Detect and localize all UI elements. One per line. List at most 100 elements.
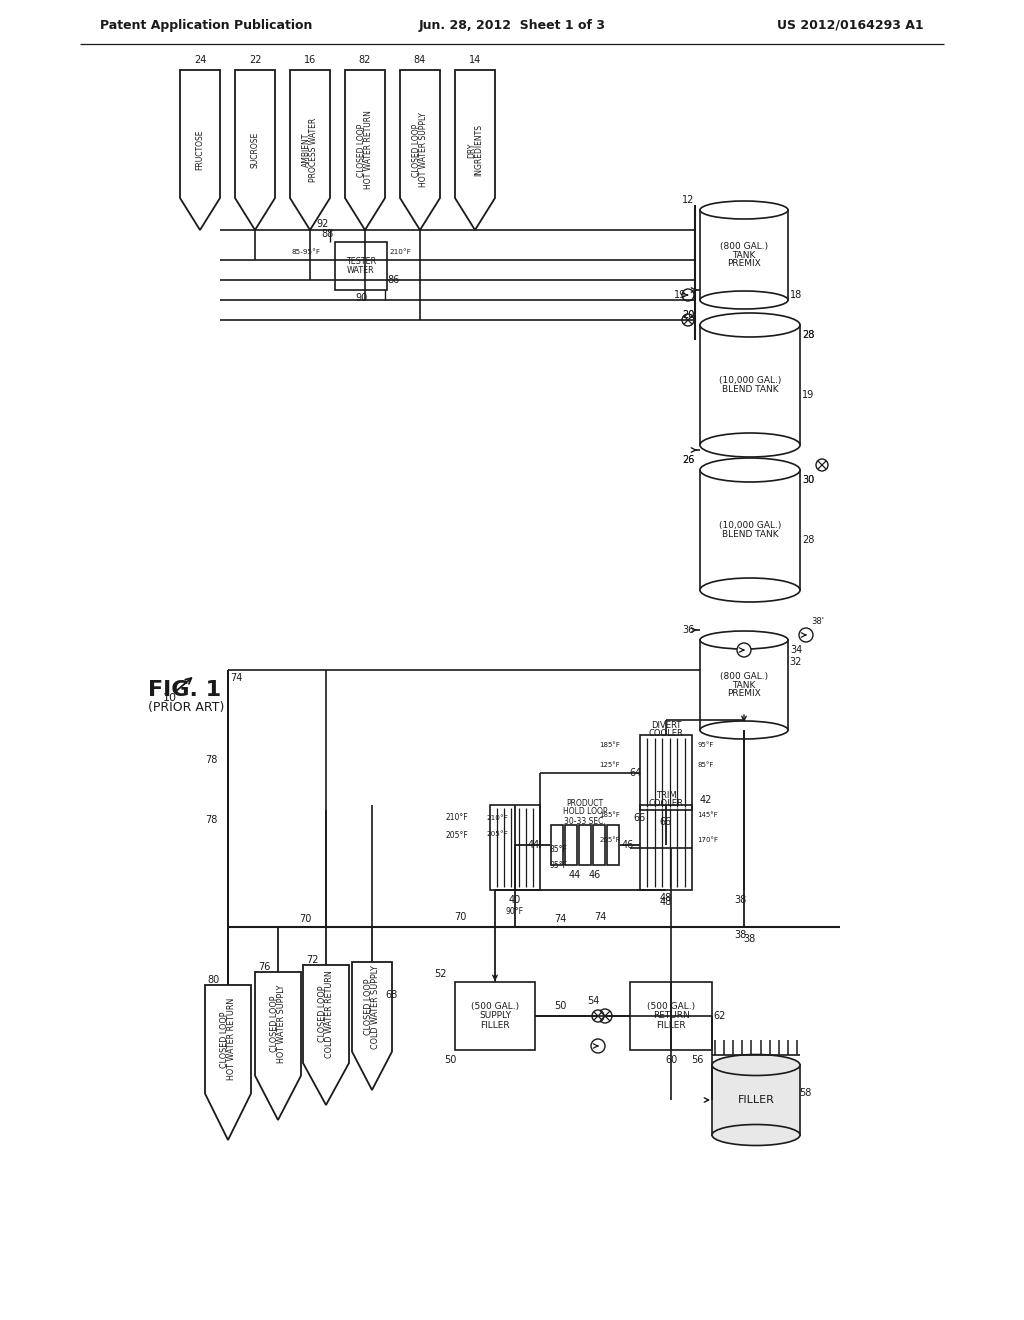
Text: 85°F: 85°F bbox=[697, 762, 714, 768]
Text: PREMIX: PREMIX bbox=[727, 689, 761, 698]
Text: 90: 90 bbox=[355, 293, 368, 304]
Text: 19: 19 bbox=[802, 389, 814, 400]
Text: 66: 66 bbox=[659, 817, 672, 828]
Text: INGREDIENTS: INGREDIENTS bbox=[474, 124, 483, 176]
Text: TESTER: TESTER bbox=[346, 257, 376, 267]
Text: TANK: TANK bbox=[732, 681, 756, 689]
Text: 210°F: 210°F bbox=[389, 249, 411, 255]
Text: FILLER: FILLER bbox=[656, 1020, 686, 1030]
Text: 210°F: 210°F bbox=[486, 814, 508, 821]
Text: 48: 48 bbox=[659, 894, 672, 903]
Text: 60: 60 bbox=[665, 1055, 677, 1065]
Text: 205°F: 205°F bbox=[445, 830, 468, 840]
Text: RETURN: RETURN bbox=[652, 1011, 689, 1020]
Text: FILLER: FILLER bbox=[480, 1020, 510, 1030]
Text: (800 GAL.): (800 GAL.) bbox=[720, 672, 768, 681]
Text: 28: 28 bbox=[802, 535, 814, 545]
Text: AMBIENT: AMBIENT bbox=[302, 133, 311, 168]
Text: 12: 12 bbox=[682, 195, 694, 205]
Text: US 2012/0164293 A1: US 2012/0164293 A1 bbox=[777, 18, 924, 32]
Text: 50: 50 bbox=[554, 1001, 566, 1011]
Text: 18: 18 bbox=[790, 290, 802, 300]
Text: 68: 68 bbox=[386, 990, 398, 1001]
Bar bbox=[455, 982, 535, 1049]
Text: 38': 38' bbox=[811, 618, 824, 627]
Text: 170°F: 170°F bbox=[697, 837, 718, 843]
Text: CLOSED LOOP: CLOSED LOOP bbox=[364, 978, 373, 1035]
Text: 26: 26 bbox=[682, 455, 694, 465]
Text: (800 GAL.): (800 GAL.) bbox=[720, 242, 768, 251]
Ellipse shape bbox=[700, 313, 800, 337]
Text: BLEND TANK: BLEND TANK bbox=[722, 531, 778, 539]
Text: FIG. 1: FIG. 1 bbox=[148, 680, 221, 700]
Text: HOLD LOOP: HOLD LOOP bbox=[563, 808, 607, 817]
Bar bbox=[700, 470, 800, 590]
Text: 88: 88 bbox=[321, 228, 333, 239]
Text: 95°F: 95°F bbox=[697, 742, 714, 748]
Text: COOLER: COOLER bbox=[648, 729, 683, 738]
Text: 78: 78 bbox=[206, 755, 218, 766]
Text: PROCESS WATER: PROCESS WATER bbox=[309, 117, 318, 182]
Text: 145°F: 145°F bbox=[697, 812, 718, 818]
Text: 70: 70 bbox=[299, 913, 311, 924]
Text: 38: 38 bbox=[734, 931, 746, 940]
Text: COOLER: COOLER bbox=[648, 799, 683, 808]
Ellipse shape bbox=[700, 433, 800, 457]
Text: 50: 50 bbox=[443, 1055, 456, 1065]
Text: COLD WATER RETURN: COLD WATER RETURN bbox=[326, 970, 334, 1057]
Text: 66: 66 bbox=[634, 813, 646, 822]
Text: 44: 44 bbox=[569, 870, 582, 880]
Text: 85°F: 85°F bbox=[549, 846, 567, 854]
Text: DRY: DRY bbox=[467, 143, 476, 157]
Bar bbox=[640, 805, 692, 890]
Text: 46: 46 bbox=[589, 870, 601, 880]
Text: 38: 38 bbox=[742, 935, 755, 944]
Text: (10,000 GAL.): (10,000 GAL.) bbox=[719, 376, 781, 385]
Text: 38: 38 bbox=[734, 895, 746, 906]
Ellipse shape bbox=[700, 578, 800, 602]
Circle shape bbox=[598, 1008, 612, 1023]
Text: CLOSED LOOP: CLOSED LOOP bbox=[412, 123, 421, 177]
Text: 46: 46 bbox=[622, 840, 634, 850]
Text: 52: 52 bbox=[434, 969, 446, 979]
Circle shape bbox=[592, 1010, 604, 1022]
Text: 85-95°F: 85-95°F bbox=[291, 249, 319, 255]
Text: Jun. 28, 2012  Sheet 1 of 3: Jun. 28, 2012 Sheet 1 of 3 bbox=[419, 18, 605, 32]
Text: 20: 20 bbox=[682, 310, 694, 319]
Text: 76: 76 bbox=[258, 962, 270, 972]
Text: 78: 78 bbox=[206, 814, 218, 825]
Text: DIVERT: DIVERT bbox=[651, 721, 681, 730]
Bar bbox=[490, 805, 540, 890]
Bar bbox=[630, 982, 712, 1049]
Text: 36: 36 bbox=[682, 624, 694, 635]
Text: HOT WATER RETURN: HOT WATER RETURN bbox=[364, 111, 373, 190]
Bar bbox=[700, 325, 800, 445]
Text: 125°F: 125°F bbox=[599, 762, 620, 768]
Text: HOT WATER RETURN: HOT WATER RETURN bbox=[227, 998, 237, 1080]
Ellipse shape bbox=[700, 290, 788, 309]
Text: (500 GAL.): (500 GAL.) bbox=[647, 1002, 695, 1011]
Text: BLEND TANK: BLEND TANK bbox=[722, 385, 778, 393]
Text: (10,000 GAL.): (10,000 GAL.) bbox=[719, 521, 781, 531]
Bar bbox=[335, 242, 387, 290]
Text: (PRIOR ART): (PRIOR ART) bbox=[148, 701, 224, 714]
Text: 28: 28 bbox=[802, 330, 814, 341]
Text: 54: 54 bbox=[587, 997, 599, 1006]
Text: 42: 42 bbox=[699, 795, 712, 805]
Text: 185°F: 185°F bbox=[599, 812, 620, 818]
Text: 34: 34 bbox=[790, 645, 802, 655]
Text: PREMIX: PREMIX bbox=[727, 260, 761, 268]
Text: 205°F: 205°F bbox=[486, 832, 508, 837]
Ellipse shape bbox=[712, 1055, 800, 1076]
Circle shape bbox=[682, 289, 694, 301]
Circle shape bbox=[591, 1039, 605, 1053]
Text: CLOSED LOOP: CLOSED LOOP bbox=[357, 123, 366, 177]
Text: 74: 74 bbox=[594, 912, 606, 921]
Text: SUCROSE: SUCROSE bbox=[251, 132, 259, 168]
Bar bbox=[640, 735, 692, 810]
Text: 90°F: 90°F bbox=[506, 908, 524, 916]
Text: 10: 10 bbox=[163, 693, 177, 704]
Text: 26: 26 bbox=[682, 455, 694, 465]
Bar bbox=[579, 825, 591, 865]
Text: 20: 20 bbox=[682, 310, 694, 319]
